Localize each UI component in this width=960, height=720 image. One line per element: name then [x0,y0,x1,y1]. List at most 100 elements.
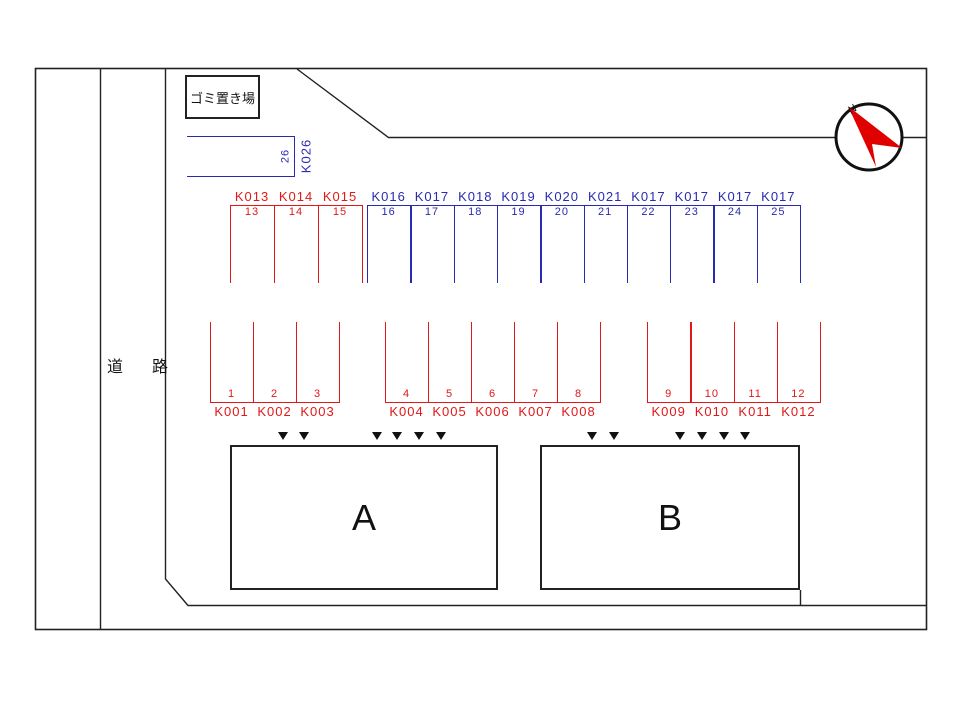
stall-row-bottom-line [210,402,340,404]
entrance-marker-icon [675,432,685,440]
stall-divider [670,205,672,283]
stall-code-21: K021 [587,189,623,204]
stall-code-24: K017 [717,189,753,204]
stall-code-10: K010 [694,404,730,419]
stall-divider [253,322,255,403]
stall-divider [428,322,430,403]
entrance-marker-icon [436,432,446,440]
stall-divider [820,322,822,403]
stall-divider [230,205,232,283]
stall-code-6: K006 [475,404,510,419]
stall-code-15: K015 [322,189,358,204]
stall-code-9: K009 [651,404,686,419]
stall-number-14: 14 [288,206,304,218]
stall-number-21: 21 [598,206,613,218]
entrance-marker-icon [299,432,309,440]
stall-code-20: K020 [544,189,580,204]
building-a: A [230,445,498,590]
stall-code-12: K012 [781,404,816,419]
stall-divider [647,322,649,403]
north-arrow-icon [848,106,902,167]
stall-code-17: K017 [414,189,450,204]
stall-code-18: K018 [458,189,493,204]
stall-code-25: K017 [761,189,796,204]
stall-code-26: K026 [298,138,314,174]
stall-number-9: 9 [665,388,673,400]
stall-divider [583,205,585,283]
stall-number-25: 25 [771,206,786,218]
stall-code-7: K007 [518,404,553,419]
stall-divider [296,322,298,403]
stall-number-19: 19 [511,206,526,218]
stall-divider [540,205,542,283]
stall-number-3: 3 [313,388,322,400]
stall-divider [210,322,212,403]
stall-number-5: 5 [445,388,454,400]
stall-divider [776,322,779,403]
entrance-marker-icon [719,432,729,440]
building-b: B [540,445,800,590]
stall-number-16: 16 [381,206,396,218]
stall-code-22: K017 [631,189,666,204]
stall-number-23: 23 [684,206,699,218]
stall-number-10: 10 [704,388,719,400]
stall-divider [514,322,516,403]
stall-divider [453,205,455,283]
stall-number-11: 11 [748,388,762,400]
stall-divider [410,205,412,283]
stall-code-13: K013 [234,189,270,204]
stall-number-12: 12 [791,388,806,400]
stall-26-top-line [187,136,295,138]
stall-code-16: K016 [371,189,406,204]
stall-number-1: 1 [227,388,236,400]
road-label-char-1: 道 [107,359,124,376]
building-a-label: A [351,496,376,538]
stall-number-22: 22 [641,206,656,218]
stall-divider [600,322,602,403]
stall-code-23: K017 [674,189,709,204]
stall-divider [800,205,802,283]
entrance-marker-icon [414,432,424,440]
stall-code-2: K002 [257,404,292,419]
entrance-marker-icon [587,432,597,440]
stall-number-26: 26 [279,148,292,164]
stall-divider [557,322,559,403]
stall-divider [733,322,735,403]
entrance-marker-icon [697,432,707,440]
stall-number-20: 20 [554,206,569,218]
stall-divider [626,205,629,283]
stall-code-1: K001 [214,404,249,419]
stall-code-8: K008 [561,404,596,419]
entrance-marker-icon [372,432,382,440]
parcel-boundary-top [296,68,927,139]
stall-divider [318,205,320,283]
stall-number-8: 8 [574,388,583,400]
stall-divider [713,205,715,283]
entrance-marker-icon [392,432,402,440]
road-label-char-2: 路 [152,359,169,376]
stall-number-18: 18 [468,206,483,218]
stall-divider [274,205,276,283]
stall-number-7: 7 [531,388,540,400]
stall-code-4: K004 [389,404,424,419]
outer-frame [34,67,928,631]
stall-divider [471,322,473,403]
stall-divider [756,205,759,283]
parcel-boundary-left-bottom [164,68,927,607]
stall-divider [362,205,364,283]
garbage-area-box: ゴミ置き場 [185,75,260,119]
stall-26-bottom-line [187,176,295,178]
building-b-label: B [657,496,682,538]
stall-row-top-line [230,205,363,207]
entrance-marker-icon [740,432,750,440]
stall-divider [690,322,692,403]
stall-code-3: K003 [300,404,335,419]
stall-divider [339,322,341,403]
stall-row-bottom-line [385,402,601,404]
stall-divider [385,322,387,403]
stall-26-end-line [293,136,295,177]
stall-number-24: 24 [727,206,743,218]
stall-code-19: K019 [501,189,536,204]
